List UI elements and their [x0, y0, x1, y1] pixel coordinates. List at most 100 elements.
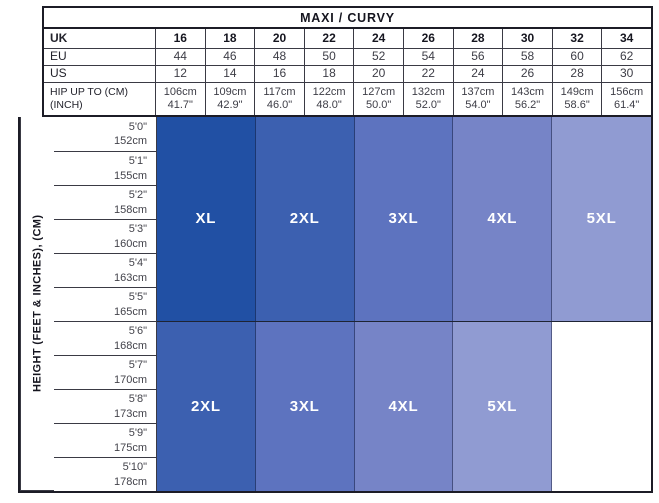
hip-label-line1: HIP UP TO (CM)	[50, 85, 128, 98]
us-size-cell: 26	[502, 65, 552, 82]
size-region-grid: XL 2XL 3XL 4XL 5XL 2XL 3XL 4XL 5XL	[157, 117, 651, 491]
height-row: 5'2" 158cm	[54, 185, 156, 219]
uk-size-cell: 20	[254, 29, 304, 48]
hip-cell: 122cm 48.0"	[303, 82, 354, 115]
hip-inch-value: 42.9"	[217, 99, 243, 111]
hip-cell: 137cm 54.0"	[452, 82, 503, 115]
eu-size-cell: 58	[502, 48, 552, 65]
size-region-3xl: 3XL	[354, 117, 454, 321]
eu-size-cell: 56	[452, 48, 503, 65]
height-row: 5'5" 165cm	[54, 287, 156, 321]
uk-size-cell: 34	[601, 29, 651, 48]
us-size-cell: 24	[452, 65, 503, 82]
hip-inch-value: 56.2"	[514, 99, 541, 111]
height-cm-value: 173cm	[113, 407, 147, 420]
table-title: MAXI / CURVY	[44, 8, 651, 29]
height-row: 5'7" 170cm	[54, 355, 156, 389]
height-feet-value: 5'2"	[128, 189, 147, 202]
height-feet-value: 5'0"	[128, 120, 147, 133]
size-region-2xl: 2XL	[255, 117, 355, 321]
size-region-xl: XL	[157, 117, 256, 321]
height-feet-value: 5'7"	[128, 359, 147, 372]
us-size-cell: 20	[353, 65, 403, 82]
hip-cell: 127cm 50.0"	[353, 82, 403, 115]
height-cm-value: 165cm	[113, 305, 147, 318]
height-row: 5'9" 175cm	[54, 423, 156, 457]
height-cm-value: 160cm	[113, 237, 147, 250]
size-table-body: HEIGHT (FEET & INCHES), (CM) 5'0" 152cm 5'…	[18, 117, 653, 493]
hip-cell: 109cm 42.9"	[204, 82, 255, 115]
us-size-cell: 16	[254, 65, 304, 82]
height-row: 5'0" 152cm	[54, 117, 156, 151]
size-region-3xl: 3XL	[255, 321, 355, 491]
hip-inch-value: 61.4"	[614, 99, 640, 111]
height-feet-value: 5'8"	[128, 393, 147, 406]
hip-cm-value: 106cm	[163, 85, 197, 98]
hip-cell: 156cm 61.4"	[601, 82, 651, 115]
size-region-row-tall: 2XL 3XL 4XL 5XL	[157, 320, 651, 491]
height-row: 5'1" 155cm	[54, 151, 156, 185]
eu-size-cell: 52	[353, 48, 403, 65]
height-cm-value: 155cm	[113, 169, 147, 182]
eu-size-cell: 50	[303, 48, 354, 65]
hip-cm-value: 156cm	[610, 85, 644, 98]
height-feet-value: 5'10"	[122, 461, 147, 474]
height-feet-value: 5'1"	[128, 155, 147, 168]
eu-size-cell: 46	[204, 48, 255, 65]
us-size-cell: 30	[601, 65, 651, 82]
height-feet-value: 5'3"	[128, 223, 147, 236]
size-region-5xl: 5XL	[453, 321, 553, 491]
uk-size-cell: 22	[303, 29, 354, 48]
height-cm-value: 152cm	[113, 135, 147, 147]
hip-cell: 106cm 41.7"	[155, 82, 205, 115]
height-row: 5'10" 178cm	[54, 457, 156, 491]
size-region-4xl: 4XL	[453, 117, 553, 321]
uk-size-cell: 26	[402, 29, 453, 48]
hip-cm-value: 149cm	[560, 85, 594, 98]
height-feet-value: 5'9"	[128, 427, 147, 440]
hip-inch-value: 52.0"	[415, 99, 441, 111]
hip-cm-value: 137cm	[461, 85, 495, 98]
hip-inch-value: 50.0"	[366, 99, 392, 111]
uk-size-cell: 32	[551, 29, 602, 48]
height-row: 5'8" 173cm	[54, 389, 156, 423]
us-size-cell: 14	[204, 65, 255, 82]
hip-cell: 132cm 52.0"	[402, 82, 453, 115]
hip-cm-value: 127cm	[362, 85, 396, 98]
size-region-4xl: 4XL	[354, 321, 454, 491]
hip-cm-value: 117cm	[263, 85, 296, 98]
eu-size-cell: 60	[551, 48, 602, 65]
us-size-cell: 18	[303, 65, 354, 82]
hip-label-line2: (INCH)	[50, 99, 83, 111]
uk-size-cell: 28	[452, 29, 503, 48]
row-label-eu: EU	[44, 48, 155, 65]
hip-inch-value: 58.6"	[564, 99, 590, 111]
height-row: 5'6" 168cm	[54, 321, 156, 355]
size-region-empty	[552, 321, 651, 491]
size-region-2xl: 2XL	[157, 321, 256, 491]
size-region-row-short: XL 2XL 3XL 4XL 5XL	[157, 117, 651, 321]
height-cm-value: 170cm	[113, 373, 147, 386]
size-table-header: MAXI / CURVY UK 16 18 20 22 24 26 28 30 32 34 EU 44 4…	[42, 6, 653, 117]
height-row: 5'3" 160cm	[54, 219, 156, 253]
uk-size-cell: 18	[204, 29, 255, 48]
hip-cm-value: 122cm	[312, 85, 346, 98]
height-cm-value: 175cm	[113, 441, 147, 454]
row-label-hip: HIP UP TO (CM) (INCH)	[44, 82, 155, 115]
eu-size-cell: 62	[601, 48, 651, 65]
hip-inch-value: 48.0"	[316, 99, 342, 111]
hip-inch-value: 41.7"	[167, 99, 193, 111]
hip-cell: 117cm 46.0"	[254, 82, 304, 115]
height-cm-value: 168cm	[113, 339, 147, 352]
height-row: 5'4" 163cm	[54, 253, 156, 287]
height-feet-value: 5'5"	[128, 291, 147, 304]
eu-size-cell: 48	[254, 48, 304, 65]
row-label-us: US	[44, 65, 155, 82]
uk-size-cell: 24	[353, 29, 403, 48]
us-size-cell: 12	[155, 65, 205, 82]
us-size-cell: 22	[402, 65, 453, 82]
hip-inch-value: 46.0"	[266, 99, 293, 111]
height-feet-value: 5'4"	[128, 257, 147, 270]
hip-cm-value: 109cm	[213, 85, 247, 98]
